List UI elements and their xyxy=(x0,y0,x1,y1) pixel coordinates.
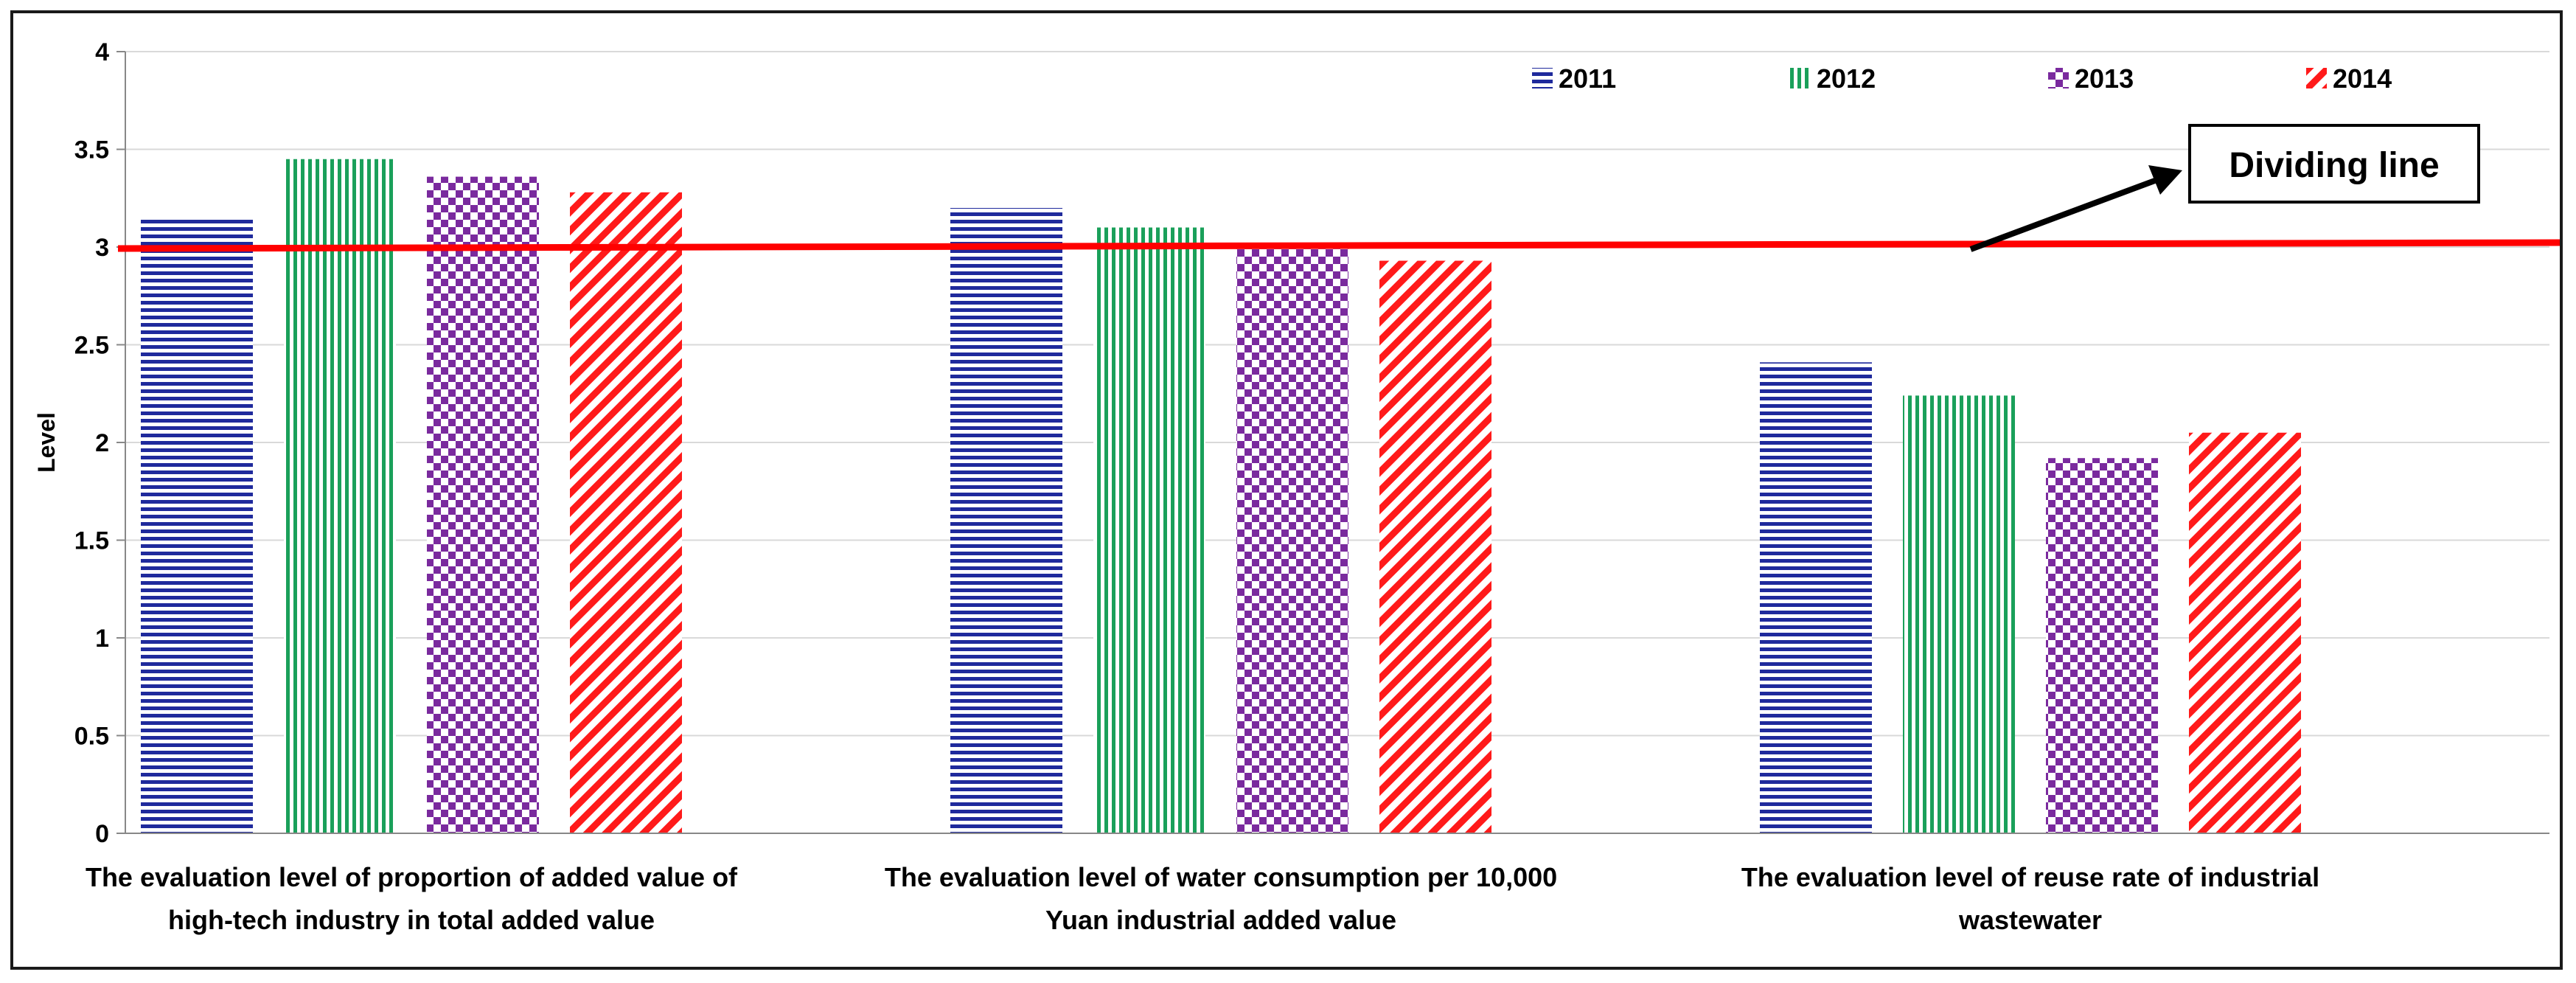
y-tick-label: 1 xyxy=(95,625,109,653)
legend-label-2011: 2011 xyxy=(1559,63,1616,94)
legend-item-2014: 2014 xyxy=(2306,63,2392,94)
bar-chart: 0 0.5 1 1.5 2 2.5 3 3.5 4 Level The evaluation lev… xyxy=(33,38,2560,935)
dividing-line-mark xyxy=(117,239,2560,252)
bar-2014-cat2 xyxy=(1379,260,1491,833)
axes: 0 0.5 1 1.5 2 2.5 3 3.5 4 Level The evaluation lev… xyxy=(33,38,2549,935)
bar-2014-cat3 xyxy=(2189,432,2301,833)
legend-item-2013: 2013 xyxy=(2048,63,2134,94)
bar-2013-cat2 xyxy=(1236,249,1348,833)
bar-2014-cat1 xyxy=(570,192,682,833)
legend-swatch-2013 xyxy=(2048,68,2069,88)
bar-2012-cat2 xyxy=(1093,227,1205,833)
y-tick-label: 3 xyxy=(95,234,109,262)
bar-2011-cat2 xyxy=(950,208,1062,833)
dividing-line xyxy=(117,239,2560,252)
annotation-arrow-shaft xyxy=(1969,174,2166,252)
annotation-box xyxy=(2188,124,2480,204)
annotation-label: Dividing line xyxy=(2229,146,2439,185)
legend-swatch-2012 xyxy=(1790,68,1811,88)
x-category-label: wastewater xyxy=(1958,905,2102,935)
bar-2011-cat1 xyxy=(141,218,253,833)
bars xyxy=(141,159,2301,834)
bar-2013-cat1 xyxy=(427,176,539,834)
legend-item-2012: 2012 xyxy=(1790,63,1876,94)
legend: 2011 2012 2013 2014 xyxy=(1532,63,2392,94)
bar-2012-cat3 xyxy=(1903,395,2015,833)
annotation: Dividing line xyxy=(1969,124,2480,252)
legend-swatch-2011 xyxy=(1532,68,1553,88)
x-category-label: The evaluation level of proportion of ad… xyxy=(86,862,738,892)
y-tick-label: 2 xyxy=(95,429,109,457)
x-category-label: The evaluation level of reuse rate of in… xyxy=(1741,862,2319,892)
legend-label-2014: 2014 xyxy=(2333,63,2392,94)
x-category-label: The evaluation level of water consumptio… xyxy=(885,862,1557,892)
legend-label-2013: 2013 xyxy=(2075,63,2134,94)
y-axis-label: Level xyxy=(33,412,60,473)
y-tick-label: 0.5 xyxy=(74,723,109,751)
bar-2012-cat1 xyxy=(284,159,396,833)
x-category-label: high-tech industry in total added value xyxy=(168,905,655,935)
x-category-label: Yuan industrial added value xyxy=(1045,905,1396,935)
y-tick-label: 4 xyxy=(95,38,109,66)
legend-item-2011: 2011 xyxy=(1532,63,1616,94)
legend-swatch-2014 xyxy=(2306,68,2327,88)
bar-2013-cat3 xyxy=(2046,458,2158,833)
y-tick-label: 0 xyxy=(95,820,109,848)
annotation-arrow-head xyxy=(2148,165,2182,195)
y-tick-label: 3.5 xyxy=(74,136,109,164)
y-tick-label: 2.5 xyxy=(74,332,109,360)
chart-frame: 0 0.5 1 1.5 2 2.5 3 3.5 4 Level The evaluation lev… xyxy=(10,10,2563,970)
legend-label-2012: 2012 xyxy=(1817,63,1876,94)
bar-2011-cat3 xyxy=(1760,362,1872,834)
y-tick-label: 1.5 xyxy=(74,527,109,555)
